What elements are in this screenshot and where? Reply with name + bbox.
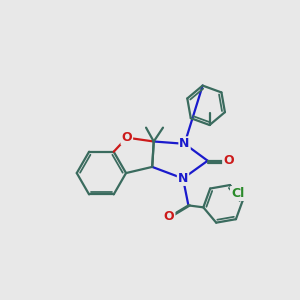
Text: O: O	[164, 210, 175, 223]
Text: N: N	[179, 137, 190, 150]
Text: N: N	[178, 172, 188, 185]
Text: O: O	[122, 131, 132, 144]
Text: O: O	[223, 154, 234, 167]
Text: Cl: Cl	[231, 187, 244, 200]
